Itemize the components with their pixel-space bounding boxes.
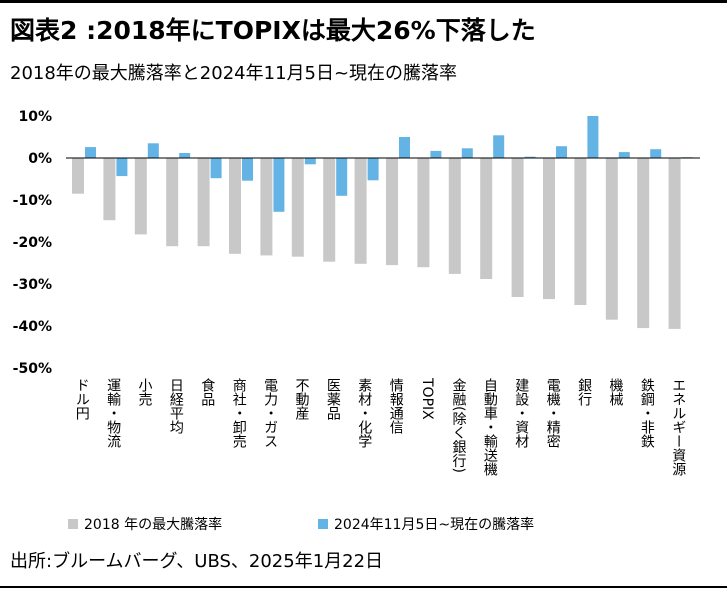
x-category-label: 食品 [199, 378, 216, 406]
x-category-label: TOPIX [419, 378, 436, 420]
bar-recent-12 [430, 150, 442, 158]
x-category-label: エネルギー資源 [670, 378, 687, 476]
bar-2018-6 [229, 158, 241, 254]
legend-swatch-recent [318, 519, 328, 529]
y-tick-label: 10% [18, 109, 52, 125]
bar-recent-4 [179, 153, 191, 158]
bar-recent-14 [493, 135, 505, 158]
bar-recent-9 [336, 158, 348, 196]
bar-recent-16 [556, 146, 567, 158]
bar-2018-11 [386, 158, 398, 266]
chart-title: 図表2 :2018年にTOPIXは最大26%下落した [10, 16, 536, 45]
bar-2018-19 [637, 158, 650, 329]
bar-2018-12 [417, 158, 430, 268]
y-tick-label: -10% [13, 193, 52, 209]
x-category-label: 小売 [136, 378, 153, 406]
x-category-label: 機械 [607, 378, 624, 406]
x-category-label: 運輸・物流 [105, 378, 122, 448]
y-tick-label: -30% [13, 277, 52, 293]
bar-2018-2 [103, 158, 116, 221]
bar-2018-4 [166, 158, 179, 247]
y-tick-label: 0% [28, 151, 52, 167]
x-category-label: 医薬品 [324, 378, 341, 420]
bottom-rule [0, 586, 727, 588]
bar-recent-5 [210, 158, 222, 179]
bar-2018-10 [354, 158, 367, 264]
chart-subtitle: 2018年の最大騰落率と2024年11月5日~現在の騰落率 [10, 63, 458, 84]
x-category-label: 自動車・輸送機 [481, 378, 498, 476]
bar-recent-15 [524, 156, 536, 158]
x-category-label: 商社・卸売 [230, 378, 247, 448]
bar-2018-13 [448, 158, 461, 274]
bar-recent-6 [242, 158, 253, 181]
bar-recent-7 [273, 158, 285, 212]
x-category-label: 素材・化学 [356, 378, 373, 448]
source-note: 出所:ブルームバーグ、UBS、2025年1月22日 [10, 551, 384, 572]
bar-recent-11 [399, 137, 410, 158]
y-tick-label: -50% [13, 361, 52, 377]
bar-2018-3 [134, 158, 147, 235]
bar-2018-15 [511, 158, 524, 297]
bar-recent-13 [461, 148, 473, 158]
bar-2018-16 [543, 158, 555, 300]
x-category-label: 日経平均 [167, 378, 184, 434]
x-category-label: 鉄鋼・非鉄 [638, 378, 655, 448]
bar-recent-8 [304, 158, 316, 165]
bar-2018-8 [291, 158, 304, 257]
bar-recent-2 [116, 158, 128, 177]
y-tick-label: -40% [13, 319, 52, 335]
bar-2018-9 [323, 158, 336, 262]
x-category-label: 銀行 [576, 378, 593, 406]
bar-2018-14 [480, 158, 493, 279]
bar-recent-10 [367, 158, 379, 181]
bar-recent-18 [618, 152, 630, 158]
bar-recent-19 [650, 149, 662, 158]
bar-recent-3 [147, 143, 159, 158]
bar-2018-18 [605, 158, 618, 320]
legend-item-recent: 2024年11月5日~現在の騰落率 [318, 513, 534, 535]
x-category-label: 電力・ガス [262, 378, 279, 448]
legend-item-2018: 2018 年の最大騰落率 [68, 513, 222, 535]
legend-label-recent: 2024年11月5日~現在の騰落率 [334, 517, 535, 533]
x-category-label: ドル円 [73, 378, 90, 420]
x-category-label: 情報通信 [387, 378, 404, 434]
bar-2018-5 [197, 158, 210, 247]
legend-swatch-2018 [68, 519, 78, 529]
bar-2018-17 [574, 158, 587, 305]
bar-2018-7 [260, 158, 273, 256]
x-category-label: 不動産 [293, 378, 310, 420]
top-rule [0, 0, 727, 3]
x-category-label: 金融(除く銀行) [450, 378, 467, 473]
bar-2018-20 [668, 158, 681, 329]
legend: 2018 年の最大騰落率 2024年11月5日~現在の騰落率 [0, 513, 727, 535]
y-tick-label: -20% [13, 235, 52, 251]
legend-label-2018: 2018 年の最大騰落率 [84, 517, 223, 533]
bar-recent-1 [85, 147, 96, 158]
bar-recent-17 [587, 116, 599, 158]
bar-2018-1 [72, 158, 84, 194]
x-category-label: 電機・精密 [544, 378, 561, 448]
x-category-label: 建設・資材 [513, 378, 530, 448]
